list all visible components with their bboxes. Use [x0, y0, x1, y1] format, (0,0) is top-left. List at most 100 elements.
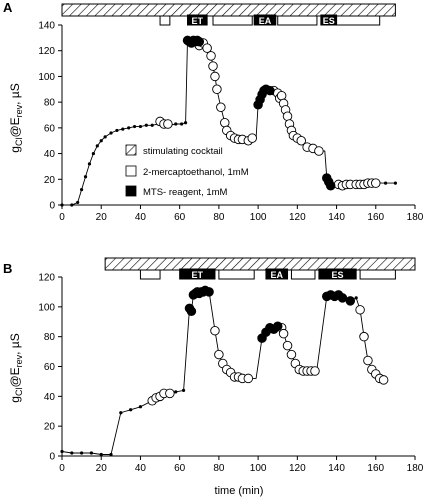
mercaptoethanol-bar [218, 269, 255, 280]
open-point [276, 90, 287, 101]
panel-a-ylabel-unit: , µS [8, 83, 22, 105]
panel-a-protocol-bar: ET EA ES [61, 3, 396, 26]
small-point [174, 390, 178, 394]
x-tick-label: 40 [135, 463, 147, 474]
open-point [296, 135, 307, 146]
y-tick-label: 80 [44, 98, 56, 109]
y-tick-label: 60 [44, 123, 56, 134]
small-point [119, 411, 123, 415]
mercaptoethanol-bar [336, 15, 381, 26]
open-point [163, 119, 173, 129]
small-point [393, 181, 397, 185]
x-tick-label: 80 [213, 212, 225, 223]
small-point [83, 175, 88, 179]
mts-bar-label: ES [332, 270, 344, 280]
mts-bar [318, 268, 357, 280]
small-point [95, 144, 99, 148]
open-point [212, 84, 222, 95]
panel-b-ylabel-main: g [8, 396, 22, 403]
open-point [214, 349, 224, 360]
open-point [220, 117, 230, 128]
filled-point [272, 321, 283, 331]
x-tick-label: 20 [96, 463, 108, 474]
open-point [216, 102, 226, 113]
mercaptoethanol-bar [139, 269, 161, 280]
panel-b-ylabel-sub1: Cl [14, 388, 24, 397]
open-point [210, 71, 220, 82]
panel-b-ylabel: gCl@Erev, µS [8, 333, 24, 402]
filled-point [337, 293, 348, 303]
open-point [363, 355, 373, 366]
mts-bar [253, 14, 277, 26]
panel-b-axes: 0 20 40 60 80 100 120 140 160 180 0 20 40 60 80 100 120 [38, 273, 423, 475]
x-tick-label: 140 [328, 212, 345, 223]
mts-bar [187, 14, 208, 26]
x-tick-label: 60 [174, 463, 186, 474]
small-point [181, 388, 186, 392]
y-tick-label: 120 [38, 273, 55, 284]
y-tick-label: 40 [44, 149, 56, 160]
small-point [109, 131, 113, 135]
panel-a-ylabel: gCl@Erev, µS [8, 83, 24, 152]
mercaptoethanol-bar [290, 269, 316, 280]
open-point [371, 178, 381, 188]
panel-a: A ET EA ES 0 20 40 60 80 100 120 140 160 180 0 20 40 60… [3, 0, 424, 223]
mercaptoethanol-bar [277, 15, 318, 26]
y-tick-label: 100 [38, 302, 55, 313]
mercaptoethanol-bar [359, 269, 396, 280]
mts-bar-label: ET [192, 270, 204, 280]
open-point [282, 340, 293, 351]
legend-open-swatch [125, 165, 137, 177]
y-tick-label: 120 [38, 46, 55, 57]
open-point [208, 61, 218, 71]
legend-filled-swatch [125, 185, 137, 197]
y-tick-label: 140 [38, 21, 55, 32]
filled-point [345, 296, 356, 306]
small-point [132, 124, 137, 129]
x-tick-label: 60 [174, 212, 186, 223]
legend-hatched-swatch [125, 144, 137, 156]
small-point [60, 449, 64, 454]
mercaptoethanol-bar [159, 15, 171, 26]
open-point [355, 305, 365, 315]
panel-a-ylabel-sub2: rev [14, 104, 24, 117]
small-point [70, 451, 74, 455]
y-tick-label: 20 [44, 422, 56, 433]
open-point [202, 43, 212, 53]
small-point [115, 128, 119, 133]
y-tick-label: 20 [44, 175, 56, 186]
open-point [278, 328, 289, 339]
small-point [144, 123, 148, 127]
small-point [383, 181, 388, 185]
legend-stimulating-cocktail: stimulating cocktail [143, 146, 223, 157]
x-tick-label: 160 [367, 463, 384, 474]
open-point [286, 349, 297, 360]
legend-mts-reagent: MTS- reagent, 1mM [143, 187, 228, 198]
small-point [354, 296, 358, 300]
trace-line [61, 289, 384, 455]
small-point [99, 139, 103, 143]
small-point [138, 124, 143, 129]
mercaptoethanol-bar [212, 15, 253, 26]
y-tick-label: 60 [44, 362, 56, 373]
panel-a-ylabel-mid: @E [8, 117, 22, 137]
open-point [359, 331, 369, 342]
y-tick-label: 0 [49, 452, 55, 463]
mts-bar [265, 268, 289, 280]
mts-bar [179, 268, 216, 280]
small-point [183, 121, 188, 125]
x-tick-label: 20 [96, 212, 108, 223]
x-tick-label: 80 [213, 463, 225, 474]
filled-point [186, 306, 197, 317]
y-tick-label: 100 [38, 72, 55, 83]
small-point [129, 408, 133, 412]
small-point [174, 122, 178, 126]
small-point [99, 452, 103, 457]
x-tick-label: 0 [59, 463, 65, 474]
small-point [89, 451, 94, 455]
x-tick-label: 180 [407, 463, 424, 474]
small-point [109, 452, 113, 457]
y-tick-label: 0 [49, 201, 55, 212]
x-tick-label: 120 [289, 212, 306, 223]
